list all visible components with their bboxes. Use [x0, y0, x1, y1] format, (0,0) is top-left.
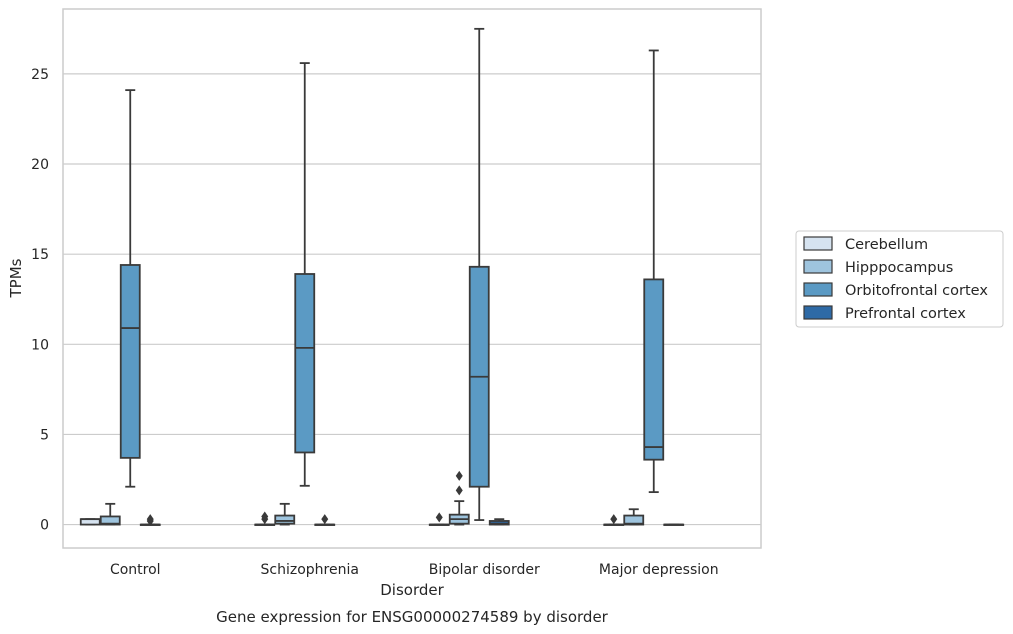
box-prefrontal-cortex [488, 518, 510, 526]
outlier-point [455, 485, 463, 496]
y-tick-label: 20 [31, 157, 49, 173]
box-hipppocampus [448, 470, 470, 526]
box-body [119, 264, 141, 459]
box-prefrontal-cortex [663, 523, 685, 526]
plot-frame [62, 8, 762, 549]
x-tick-labels: Control Schizophrenia Bipolar disorder Majo… [110, 562, 719, 578]
box-orbitofrontal-cortex [294, 62, 316, 487]
legend-label: Cerebellum [845, 237, 928, 253]
y-tick-labels: 0 5 10 15 20 25 [31, 67, 49, 534]
box-body [99, 515, 121, 526]
legend-frame [795, 230, 1004, 328]
outlier-point [146, 514, 154, 525]
legend: Cerebellum Hipppocampus Orbitofrontal cort… [795, 230, 1004, 328]
outlier-point [261, 511, 269, 522]
y-tick-label: 0 [40, 518, 49, 534]
outlier-point [321, 514, 329, 525]
box-prefrontal-cortex [314, 514, 336, 526]
box-hipppocampus [623, 508, 645, 526]
legend-label: Orbitofrontal cortex [845, 283, 988, 299]
x-tick-label: Control [110, 562, 161, 578]
y-tick-label: 5 [40, 427, 49, 443]
x-axis-title: Disorder [380, 581, 444, 599]
legend-swatch [803, 236, 833, 251]
outlier-point [610, 514, 618, 525]
box-orbitofrontal-cortex [643, 49, 665, 494]
legend-label: Hipppocampus [845, 260, 953, 276]
legend-label: Prefrontal cortex [845, 306, 966, 322]
legend-swatch [803, 259, 833, 274]
x-tick-label: Major depression [599, 562, 719, 578]
y-tick-label: 25 [31, 67, 49, 83]
y-tick-label: 15 [31, 247, 49, 263]
box-orbitofrontal-cortex [468, 27, 490, 521]
legend-swatch [803, 305, 833, 320]
box-body [488, 520, 510, 526]
box-body [294, 273, 316, 454]
box-body [274, 514, 296, 525]
chart-title: Gene expression for ENSG00000274589 by d… [216, 608, 609, 626]
legend-swatch [803, 282, 833, 297]
y-axis-title: TPMs [7, 258, 25, 298]
box-cerebellum [79, 518, 101, 526]
grid-lines [63, 73, 761, 526]
box-cerebellum [428, 512, 450, 526]
x-tick-label: Schizophrenia [261, 562, 359, 578]
box-hipppocampus [99, 502, 121, 526]
box-cerebellum [254, 511, 276, 526]
box-body [623, 514, 645, 526]
box-orbitofrontal-cortex [119, 89, 141, 488]
x-tick-label: Bipolar disorder [429, 562, 540, 578]
y-tick-label: 10 [31, 337, 49, 353]
boxes [79, 27, 685, 526]
box-body [643, 278, 665, 461]
outlier-point [455, 470, 463, 481]
box-cerebellum [603, 514, 625, 526]
outlier-point [435, 512, 443, 523]
box-hipppocampus [274, 502, 296, 526]
box-prefrontal-cortex [139, 514, 161, 526]
